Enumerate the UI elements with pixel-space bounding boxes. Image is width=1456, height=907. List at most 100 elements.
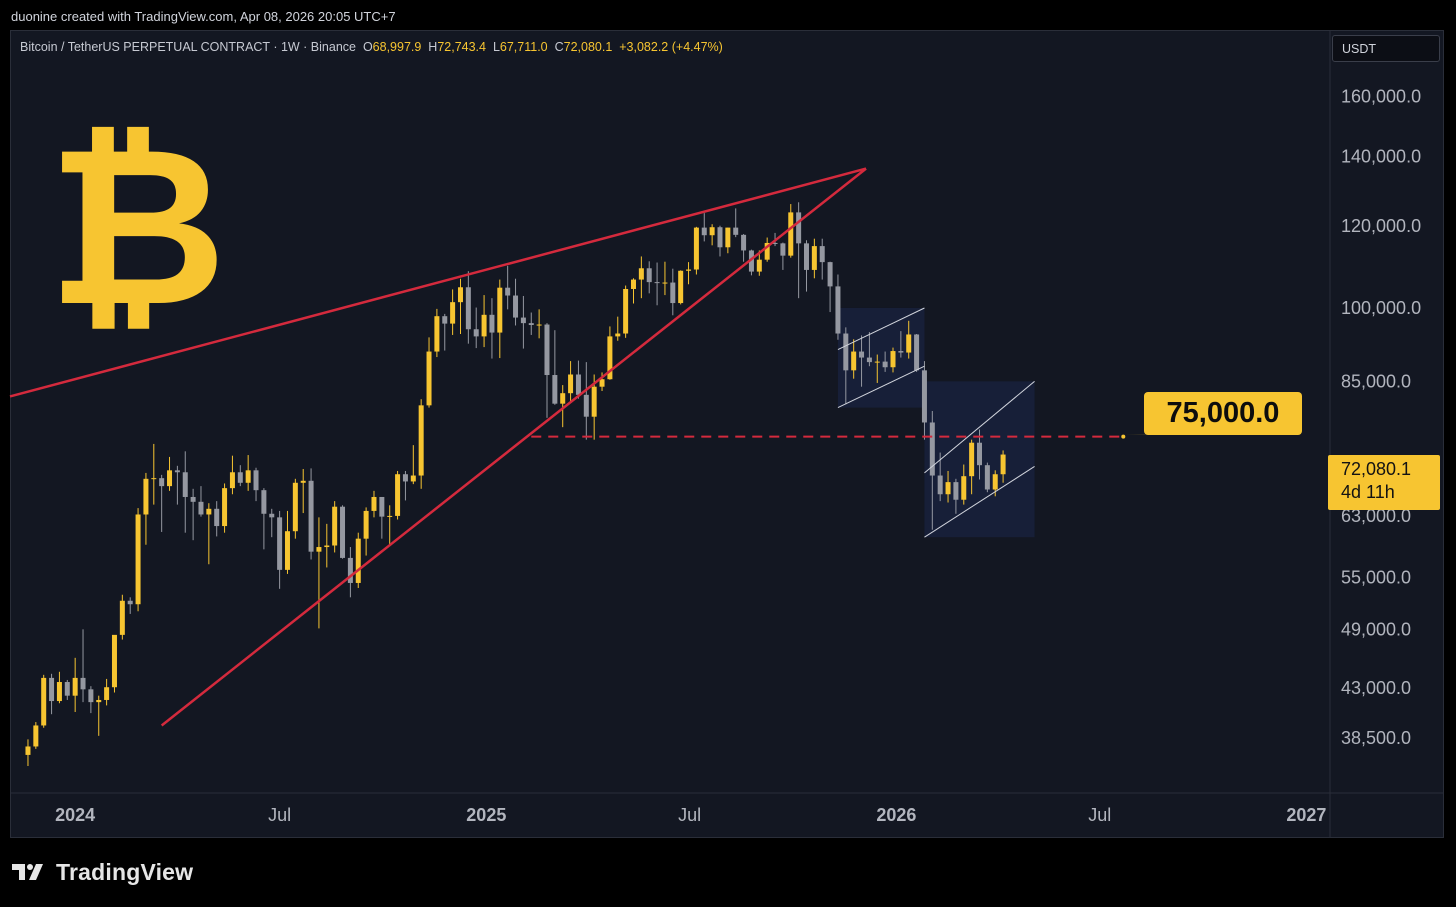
candle-body: [135, 514, 141, 605]
candle-body: [906, 334, 912, 353]
candle-body: [426, 351, 432, 406]
candle-body: [835, 286, 841, 334]
candle-body: [890, 351, 896, 368]
candle-body: [552, 375, 558, 404]
candle: [64, 679, 70, 700]
candle: [575, 360, 581, 399]
low-label: L: [492, 40, 500, 54]
candle-body: [607, 336, 613, 380]
candle: [725, 227, 731, 254]
candle: [253, 467, 259, 502]
candle: [371, 490, 377, 518]
candle: [347, 547, 353, 598]
candle-body: [371, 496, 377, 511]
footer-brand[interactable]: TradingView: [12, 857, 193, 887]
y-tick-label: 55,000.0: [1341, 567, 1411, 587]
candle-body: [72, 677, 78, 696]
candle: [859, 335, 865, 387]
candle: [505, 265, 511, 310]
candle-body: [88, 689, 94, 703]
candle: [568, 361, 574, 403]
candle: [686, 262, 692, 285]
target-price-callout[interactable]: 75,000.0: [1144, 392, 1302, 435]
candle-body: [41, 677, 47, 726]
y-tick-label: 38,500.0: [1341, 728, 1411, 748]
candle-body: [355, 538, 361, 583]
candle-body: [245, 470, 251, 483]
candle-body: [670, 282, 676, 304]
candle-body: [269, 513, 275, 518]
symbol-title[interactable]: Bitcoin / TetherUS PERPETUAL CONTRACT · …: [20, 40, 356, 54]
candle: [442, 313, 448, 351]
candle-body: [332, 506, 338, 546]
candle: [906, 320, 912, 359]
x-tick-label: 2027: [1286, 805, 1326, 825]
candle-body: [921, 370, 927, 423]
candle: [300, 469, 306, 514]
candle: [544, 323, 550, 418]
drawings-back-layer: [837, 307, 1035, 538]
candle-body: [654, 282, 660, 284]
candle-body: [49, 677, 55, 702]
y-tick-label: 85,000.0: [1341, 371, 1411, 391]
y-tick-label: 63,000.0: [1341, 506, 1411, 526]
candle: [560, 385, 566, 428]
candle-body: [748, 250, 754, 272]
candle-body: [96, 699, 102, 703]
candle: [80, 629, 86, 703]
candle: [229, 455, 235, 495]
candle: [921, 361, 927, 440]
candle: [756, 250, 762, 276]
candle: [646, 261, 652, 294]
candle-body: [969, 442, 975, 477]
candle-body: [442, 316, 448, 324]
candle: [174, 465, 180, 505]
candle: [623, 285, 629, 338]
tradingview-logo-icon: [12, 864, 43, 880]
candle-body: [843, 333, 849, 371]
candle-body: [811, 246, 817, 270]
candle: [119, 594, 125, 640]
candle-body: [190, 496, 196, 502]
candle: [465, 271, 471, 344]
candle-body: [489, 314, 495, 333]
candle-body: [882, 361, 888, 368]
candle: [269, 508, 275, 538]
candle-body: [615, 333, 621, 337]
candle-body: [316, 547, 322, 552]
candle-body: [104, 687, 110, 700]
candle-body: [127, 600, 133, 605]
candle-body: [253, 470, 259, 491]
candle-body: [638, 268, 644, 280]
candle: [332, 501, 338, 553]
candle: [976, 429, 982, 480]
candle: [481, 295, 487, 348]
last-price-tag: 72,080.1 4d 11h: [1328, 455, 1440, 510]
high-value: 72,743.4: [437, 40, 486, 54]
candle-body: [984, 465, 990, 490]
candle: [662, 261, 668, 296]
candle: [827, 261, 833, 313]
brand-name: TradingView: [56, 858, 194, 885]
candle: [528, 312, 534, 335]
candle-body: [953, 482, 959, 500]
candle: [340, 505, 346, 559]
candle-body: [520, 317, 526, 324]
candle-body: [874, 361, 880, 363]
candle: [473, 307, 479, 349]
currency-button[interactable]: USDT: [1332, 35, 1440, 62]
candle: [104, 678, 110, 706]
candle-body: [725, 227, 731, 248]
candle-body: [914, 334, 920, 371]
candle-body: [308, 480, 314, 552]
candle-body: [214, 508, 220, 527]
candle: [49, 673, 55, 715]
open-label: O: [362, 40, 373, 54]
channel-2-lower-line: [924, 466, 1035, 538]
candle-body: [599, 379, 605, 387]
candle-body: [481, 314, 487, 337]
candle: [159, 474, 165, 532]
candle-body: [788, 212, 794, 256]
candle: [693, 226, 699, 275]
